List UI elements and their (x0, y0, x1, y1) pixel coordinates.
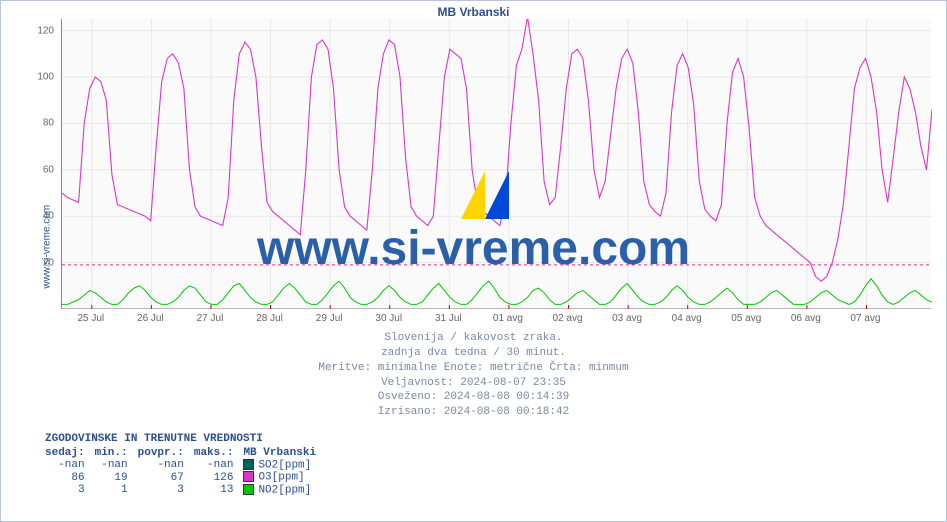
cell-maks: -nan (194, 459, 244, 471)
xtick-label: 30 Jul (375, 313, 402, 324)
legend-label: O3[ppm] (258, 472, 304, 484)
legend-swatch-icon (243, 459, 254, 470)
xtick-label: 02 avg (552, 313, 582, 324)
xtick-label: 03 avg (612, 313, 642, 324)
stats-table: sedaj: min.: povpr.: maks.: MB Vrbanski … (45, 447, 326, 496)
stats-table-title: ZGODOVINSKE IN TRENUTNE VREDNOSTI (45, 433, 326, 445)
legend-label: NO2[ppm] (258, 484, 311, 496)
ytick-label: 40 (24, 211, 54, 222)
cell-min: 1 (95, 484, 138, 496)
cell-sedaj: -nan (45, 459, 95, 471)
cell-min: 19 (95, 471, 138, 483)
table-row: 861967126 O3[ppm] (45, 471, 326, 483)
meta-line: zadnja dva tedna / 30 minut. (1, 346, 946, 361)
xtick-label: 04 avg (672, 313, 702, 324)
xtick-label: 31 Jul (435, 313, 462, 324)
legend-cell: O3[ppm] (243, 471, 326, 483)
xtick-label: 29 Jul (316, 313, 343, 324)
table-row: 31313NO2[ppm] (45, 484, 326, 496)
hdr-sedaj: sedaj: (45, 447, 95, 459)
ytick-label: 80 (24, 118, 54, 129)
xtick-label: 05 avg (731, 313, 761, 324)
meta-line: Slovenija / kakovost zraka. (1, 331, 946, 346)
xtick-label: 27 Jul (197, 313, 224, 324)
meta-line: Meritve: minimalne Enote: metrične Črta:… (1, 361, 946, 376)
xtick-label: 26 Jul (137, 313, 164, 324)
meta-block: Slovenija / kakovost zraka. zadnja dva t… (1, 331, 946, 420)
cell-sedaj: 86 (45, 471, 95, 483)
cell-povpr: 67 (138, 471, 194, 483)
xtick-label: 01 avg (493, 313, 523, 324)
ytick-label: 60 (24, 164, 54, 175)
hdr-station: MB Vrbanski (243, 447, 326, 459)
ytick-label: 20 (24, 257, 54, 268)
legend-swatch-icon (243, 484, 254, 495)
plot-area (61, 19, 931, 309)
cell-min: -nan (95, 459, 138, 471)
ytick-label: 120 (24, 25, 54, 36)
cell-maks: 126 (194, 471, 244, 483)
table-row: -nan-nan-nan-nanSO2[ppm] (45, 459, 326, 471)
meta-line: Osveženo: 2024-08-08 00:14:39 (1, 390, 946, 405)
meta-line: Veljavnost: 2024-08-07 23:35 (1, 376, 946, 391)
cell-maks: 13 (194, 484, 244, 496)
legend-swatch-icon (243, 471, 254, 482)
hdr-min: min.: (95, 447, 138, 459)
xtick-label: 25 Jul (77, 313, 104, 324)
hdr-povpr: povpr.: (138, 447, 194, 459)
cell-sedaj: 3 (45, 484, 95, 496)
legend-label: SO2[ppm] (258, 459, 311, 471)
stats-table-block: ZGODOVINSKE IN TRENUTNE VREDNOSTI sedaj:… (45, 433, 326, 496)
chart-title: MB Vrbanski (1, 5, 946, 19)
table-header-row: sedaj: min.: povpr.: maks.: MB Vrbanski (45, 447, 326, 459)
hdr-maks: maks.: (194, 447, 244, 459)
xtick-label: 07 avg (850, 313, 880, 324)
ytick-label: 100 (24, 72, 54, 83)
xtick-label: 28 Jul (256, 313, 283, 324)
cell-povpr: -nan (138, 459, 194, 471)
legend-cell: NO2[ppm] (243, 484, 326, 496)
chart-svg (62, 19, 932, 309)
xtick-label: 06 avg (791, 313, 821, 324)
meta-line: Izrisano: 2024-08-08 00:18:42 (1, 405, 946, 420)
cell-povpr: 3 (138, 484, 194, 496)
legend-cell: SO2[ppm] (243, 459, 326, 471)
